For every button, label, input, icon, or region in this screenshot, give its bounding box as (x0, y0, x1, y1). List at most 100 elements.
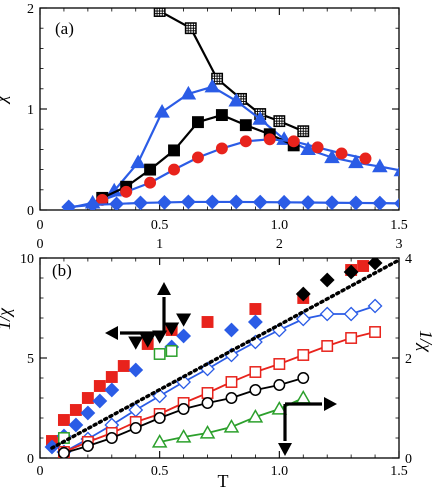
data-point (372, 195, 388, 210)
data-point (345, 332, 358, 344)
y-right-tick-label: 4 (405, 252, 412, 267)
data-point (153, 412, 166, 424)
data-point (81, 440, 94, 452)
data-point (128, 362, 144, 378)
data-point (297, 349, 310, 361)
panel-b-xlabel: T (218, 471, 229, 491)
data-point (300, 195, 316, 210)
data-point (85, 197, 101, 210)
data-point (273, 379, 286, 391)
data-point (57, 414, 70, 426)
data-point (135, 0, 145, 3)
y-right-tick-label: 2 (405, 352, 412, 367)
top-axis-tick-label: 3 (396, 237, 403, 252)
data-point (133, 195, 148, 210)
data-point (228, 194, 244, 210)
data-point (273, 358, 286, 370)
series-b-6 (128, 313, 192, 350)
arrow-head (324, 397, 337, 411)
data-point (201, 387, 214, 399)
data-point (92, 393, 108, 409)
series-b-4 (46, 260, 370, 447)
data-point (204, 78, 221, 93)
data-point (164, 322, 180, 336)
data-point (297, 372, 310, 384)
data-point (152, 388, 168, 404)
series-line (101, 138, 366, 201)
data-point (168, 144, 180, 157)
data-point (109, 196, 125, 210)
x-tick-label: 0 (37, 464, 44, 479)
plot-frame (39, 257, 400, 459)
data-point (367, 298, 383, 314)
arrows (105, 282, 337, 456)
data-point (176, 313, 192, 327)
y-tick-label: 2 (27, 2, 34, 17)
top-axis-tick-label: 1 (156, 237, 163, 252)
data-point (129, 422, 142, 434)
data-point (319, 272, 335, 288)
data-point (252, 194, 268, 210)
data-point (180, 194, 196, 210)
series-b-3 (151, 389, 312, 448)
arrow-head (105, 326, 118, 340)
panel-b-ylabel-right: 1/χ (416, 330, 436, 353)
data-point (225, 392, 238, 404)
data-point (175, 428, 192, 443)
data-point (201, 316, 214, 328)
arrow-up-left (105, 282, 171, 340)
data-point (80, 405, 96, 421)
data-point (249, 366, 262, 378)
series-b-2 (57, 372, 310, 458)
panel-a: (a) χ 0 1 2 0 0.5 1.0 1.5 0 1 2 3 (0, 0, 408, 252)
data-point (319, 306, 335, 322)
data-point (367, 258, 383, 271)
y-right-tick-label: 0 (405, 452, 412, 467)
y-tick-label: 1 (27, 103, 34, 118)
data-point (393, 166, 399, 177)
x-tick-label: 0 (37, 218, 44, 233)
arrow-right-down (278, 397, 337, 456)
data-point (165, 345, 178, 357)
data-point (81, 392, 94, 404)
data-point (228, 92, 245, 107)
data-point (239, 135, 252, 148)
data-point (180, 85, 197, 100)
top-axis-tick-label: 2 (276, 237, 283, 252)
series-a-4 (61, 194, 399, 210)
data-point (252, 111, 268, 125)
data-point (153, 348, 166, 360)
x-tick-label: 0.5 (151, 218, 169, 233)
data-point (247, 408, 264, 423)
top-axis-tick-label: 0 (37, 237, 44, 252)
data-point (271, 400, 288, 415)
data-point (151, 433, 168, 448)
data-point (105, 432, 118, 444)
data-point (295, 311, 311, 327)
data-point (128, 336, 144, 350)
x-tick-label: 1.0 (271, 218, 289, 233)
series-b-8 (57, 345, 178, 444)
series-a-0 (135, 0, 310, 138)
arrow-head (157, 282, 171, 295)
data-point (249, 384, 262, 396)
data-point (93, 380, 106, 392)
series-line (50, 258, 399, 450)
data-point (287, 135, 300, 148)
data-point (393, 198, 399, 209)
data-point (104, 382, 120, 398)
data-point (154, 104, 170, 118)
panel-b-ylabel: 1/χ (0, 307, 14, 330)
data-point (61, 199, 77, 210)
data-point (247, 314, 263, 330)
data-point (225, 376, 238, 388)
series-b-7 (295, 258, 383, 302)
data-point (343, 306, 359, 322)
data-point (117, 360, 130, 372)
data-point (57, 447, 70, 458)
x-tick-label: 0.5 (151, 464, 169, 479)
data-point (357, 260, 370, 272)
data-point (157, 195, 172, 210)
